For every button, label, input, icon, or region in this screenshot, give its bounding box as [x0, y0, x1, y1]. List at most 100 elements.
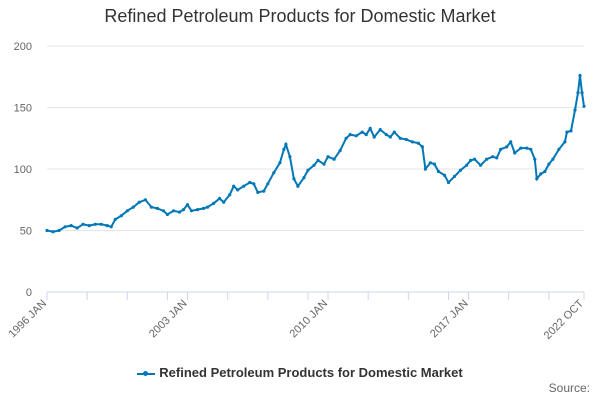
data-point[interactable] [576, 91, 580, 95]
data-point[interactable] [51, 230, 55, 234]
data-point[interactable] [266, 182, 270, 186]
data-point[interactable] [248, 180, 252, 185]
data-point[interactable] [569, 129, 573, 133]
data-point[interactable] [256, 190, 260, 194]
data-point[interactable] [284, 142, 288, 146]
data-point[interactable] [539, 172, 543, 176]
data-point[interactable] [473, 157, 477, 161]
data-point[interactable] [332, 157, 336, 161]
data-point[interactable] [57, 228, 61, 233]
data-point[interactable] [143, 198, 147, 202]
data-point[interactable] [404, 137, 408, 142]
data-point[interactable] [410, 140, 414, 144]
data-point[interactable] [364, 133, 368, 137]
data-point[interactable] [262, 189, 266, 193]
data-point[interactable] [137, 200, 141, 204]
data-point[interactable] [398, 136, 402, 140]
data-point[interactable] [93, 222, 97, 226]
data-point[interactable] [302, 176, 306, 180]
data-point[interactable] [161, 209, 165, 213]
data-point[interactable] [87, 224, 91, 228]
data-point[interactable] [368, 126, 372, 130]
data-point[interactable] [547, 162, 551, 166]
data-point[interactable] [189, 209, 194, 213]
data-point[interactable] [535, 177, 539, 181]
data-point[interactable] [181, 208, 186, 212]
data-point[interactable] [582, 104, 586, 108]
data-point[interactable] [212, 201, 216, 205]
data-point[interactable] [125, 209, 129, 213]
data-point[interactable] [423, 167, 427, 171]
data-point[interactable] [557, 147, 561, 151]
data-point[interactable] [196, 208, 200, 212]
data-point[interactable] [436, 169, 441, 174]
data-point[interactable] [149, 205, 153, 209]
data-point[interactable] [384, 133, 388, 137]
data-point[interactable] [252, 182, 256, 186]
data-point[interactable] [171, 209, 176, 213]
data-point[interactable] [513, 151, 517, 155]
data-point[interactable] [119, 214, 123, 218]
data-point[interactable] [155, 206, 159, 210]
data-point[interactable] [372, 135, 376, 139]
data-point[interactable] [491, 155, 495, 159]
data-point[interactable] [499, 147, 503, 151]
data-point[interactable] [326, 155, 330, 159]
data-point[interactable] [551, 157, 555, 161]
data-point[interactable] [458, 168, 463, 172]
data-point[interactable] [69, 224, 73, 228]
data-point[interactable] [392, 130, 396, 134]
data-point[interactable] [378, 128, 382, 132]
data-point[interactable] [113, 217, 117, 221]
series-line[interactable] [46, 75, 585, 233]
data-point[interactable] [109, 225, 113, 229]
data-point[interactable] [165, 212, 169, 217]
data-point[interactable] [312, 163, 316, 167]
data-point[interactable] [177, 210, 182, 214]
data-point[interactable] [533, 157, 537, 161]
series-markers[interactable] [45, 73, 586, 234]
data-point[interactable] [218, 196, 222, 201]
data-point[interactable] [306, 168, 310, 172]
data-point[interactable] [272, 171, 276, 175]
data-point[interactable] [420, 145, 424, 149]
data-point[interactable] [228, 193, 232, 197]
data-point[interactable] [495, 156, 499, 160]
data-point[interactable] [428, 161, 432, 165]
data-point[interactable] [202, 206, 206, 210]
data-point[interactable] [432, 162, 436, 166]
data-point[interactable] [573, 108, 577, 112]
data-point[interactable] [75, 226, 79, 230]
data-point[interactable] [81, 222, 85, 226]
data-point[interactable] [288, 155, 292, 159]
data-point[interactable] [360, 130, 364, 134]
data-point[interactable] [296, 184, 300, 188]
data-point[interactable] [99, 222, 103, 226]
data-point[interactable] [206, 205, 210, 209]
data-point[interactable] [45, 228, 49, 233]
data-point[interactable] [452, 174, 457, 178]
data-point[interactable] [519, 146, 523, 150]
data-point[interactable] [565, 130, 569, 134]
data-point[interactable] [242, 184, 246, 188]
data-point[interactable] [348, 133, 352, 137]
data-point[interactable] [465, 163, 469, 167]
data-point[interactable] [485, 157, 489, 161]
data-point[interactable] [236, 188, 240, 192]
data-point[interactable] [63, 225, 67, 229]
data-point[interactable] [578, 73, 582, 78]
data-point[interactable] [529, 147, 533, 151]
data-point[interactable] [316, 158, 320, 162]
data-point[interactable] [232, 184, 236, 188]
data-point[interactable] [278, 161, 282, 165]
data-point[interactable] [344, 136, 348, 140]
source-label[interactable]: Source: [548, 381, 590, 395]
data-point[interactable] [388, 135, 392, 139]
data-point[interactable] [338, 149, 342, 153]
data-point[interactable] [442, 173, 447, 177]
data-point[interactable] [292, 177, 296, 181]
data-point[interactable] [525, 146, 529, 150]
data-point[interactable] [282, 147, 286, 151]
data-point[interactable] [509, 140, 513, 144]
data-point[interactable] [469, 158, 473, 162]
